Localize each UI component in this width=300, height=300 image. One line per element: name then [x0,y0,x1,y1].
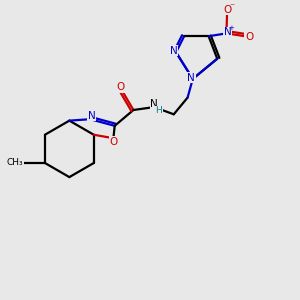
Text: N: N [88,111,96,121]
Text: N: N [170,46,178,56]
Text: H: H [155,106,162,115]
Text: O: O [223,5,231,15]
Text: O: O [110,137,118,147]
Text: N: N [150,99,158,109]
Text: N: N [187,73,195,83]
Text: N: N [224,27,232,37]
Text: CH₃: CH₃ [7,158,24,167]
Text: +: + [228,25,234,31]
Text: O: O [116,82,124,92]
Text: ⁻: ⁻ [229,2,234,12]
Text: O: O [245,32,254,42]
